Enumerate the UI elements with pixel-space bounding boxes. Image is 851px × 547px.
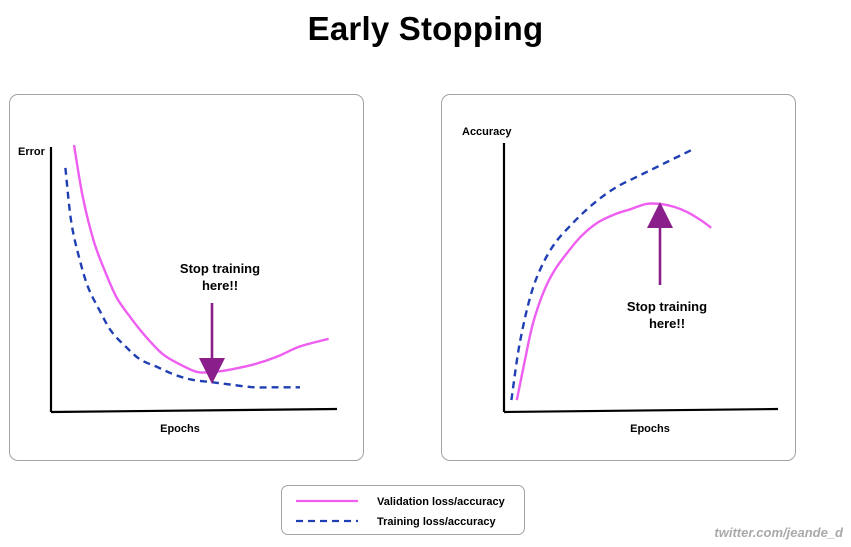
x-axis (50, 407, 338, 414)
series-group (510, 147, 712, 401)
training-series-line (64, 167, 300, 389)
series-group (64, 144, 329, 389)
x-axis (503, 407, 779, 414)
accuracy-chart: Accuracy Epochs Stop training here!! (462, 126, 779, 435)
annotation-line-2: here!! (649, 316, 685, 331)
x-axis-label: Epochs (630, 423, 670, 435)
training-series-line (510, 147, 696, 401)
page-title: Early Stopping (307, 10, 544, 47)
legend-label-validation: Validation loss/accuracy (377, 496, 506, 508)
watermark: twitter.com/jeande_d (714, 525, 843, 540)
error-chart: Error Epochs Stop training here!! (18, 144, 338, 435)
annotation-line-2: here!! (202, 278, 238, 293)
accuracy-chart-panel: Accuracy Epochs Stop training here!! (441, 94, 796, 461)
y-axis-label: Error (18, 146, 46, 158)
x-axis-label: Epochs (160, 423, 200, 435)
annotation-line-1: Stop training (627, 299, 707, 314)
legend-label-training: Training loss/accuracy (377, 516, 496, 528)
y-axis-label: Accuracy (462, 126, 512, 138)
annotation-line-1: Stop training (180, 261, 260, 276)
legend: Validation loss/accuracy Training loss/a… (281, 485, 525, 535)
validation-series-line (515, 202, 712, 401)
legend-svg: Validation loss/accuracy Training loss/a… (296, 496, 506, 528)
validation-series-line (72, 144, 329, 374)
error-chart-panel: Error Epochs Stop training here!! (9, 94, 364, 461)
